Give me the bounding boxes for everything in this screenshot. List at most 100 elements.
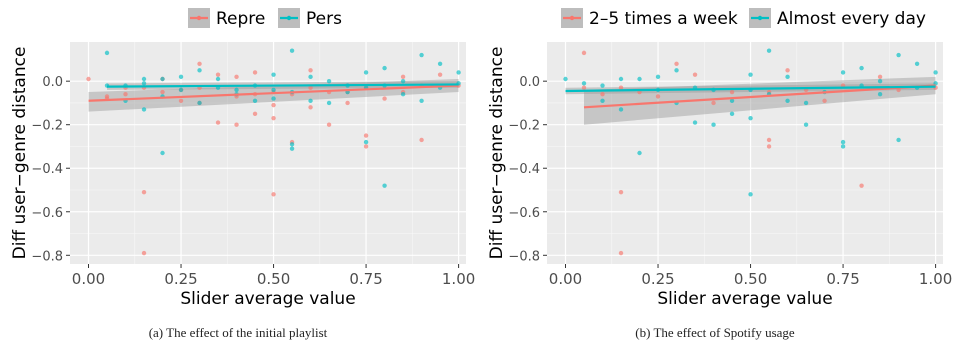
data-point-series-2 <box>400 78 406 84</box>
data-point-series-2 <box>896 137 901 143</box>
data-point-series-2 <box>563 76 568 82</box>
data-point-series-2 <box>234 87 239 93</box>
data-point-series-2 <box>674 68 679 73</box>
data-point-series-2 <box>437 61 443 66</box>
data-point-series-2 <box>729 98 735 103</box>
chart-a-svg: 0.00 0.25 0.50 0.75 1.00 0.0 −0.2 −0.4 −0.6 −0.8 S… <box>10 8 475 309</box>
data-point-series-1 <box>859 183 864 188</box>
y-tick-label: 0.0 <box>519 75 540 90</box>
legend-label-2: Almost every day <box>777 9 926 29</box>
data-point-series-2 <box>382 183 387 188</box>
data-point-series-2 <box>618 107 624 112</box>
data-point-series-2 <box>326 100 332 106</box>
y-tick-label: −0.6 <box>31 206 63 221</box>
data-point-series-2 <box>141 81 147 86</box>
x-tick-label: 0.75 <box>349 270 382 288</box>
regression-line-2 <box>107 83 459 88</box>
data-point-series-2 <box>271 72 276 77</box>
data-point-series-2 <box>748 115 753 121</box>
regression-line-1 <box>583 84 936 109</box>
data-point-series-2 <box>141 107 147 112</box>
data-point-series-1 <box>674 61 679 66</box>
legend-key-point-1 <box>569 15 575 21</box>
data-point-series-2 <box>803 122 809 127</box>
data-point-series-2 <box>400 92 406 97</box>
data-point-series-1 <box>252 70 258 75</box>
plot-background <box>547 42 943 264</box>
data-point-series-1 <box>178 98 184 103</box>
data-point-series-2 <box>859 65 864 71</box>
data-point-series-1 <box>308 68 313 73</box>
data-point-series-2 <box>363 139 369 145</box>
data-point-series-2 <box>581 81 587 86</box>
data-point-series-2 <box>160 150 165 156</box>
data-point-series-2 <box>271 87 276 93</box>
data-point-series-1 <box>419 137 424 143</box>
x-axis-title: Slider average value <box>657 289 832 309</box>
data-point-series-2 <box>877 78 883 84</box>
data-point-series-2 <box>896 52 901 58</box>
data-point-series-2 <box>141 76 147 82</box>
data-point-series-1 <box>86 76 91 82</box>
x-tick-label: 0.25 <box>641 270 674 288</box>
data-point-series-2 <box>729 111 735 117</box>
y-tick-label: −0.2 <box>31 119 63 134</box>
data-point-series-1 <box>215 72 221 77</box>
y-tick-label: −0.2 <box>508 119 540 134</box>
regression-line-2 <box>565 85 936 93</box>
x-tick-label: 0.50 <box>734 270 767 288</box>
data-point-series-1 <box>766 144 772 149</box>
data-point-series-1 <box>271 115 276 121</box>
data-point-series-2 <box>104 50 110 56</box>
data-point-series-2 <box>785 74 790 80</box>
y-axis-title: Diff user−genre distance <box>10 47 30 260</box>
data-point-series-1 <box>123 92 128 97</box>
data-point-series-1 <box>618 189 624 195</box>
data-point-series-2 <box>178 87 184 93</box>
x-tick-label: 1.00 <box>919 270 952 288</box>
chart-panel-a: 0.00 0.25 0.50 0.75 1.00 0.0 −0.2 −0.4 −0.6 −0.8 S… <box>0 0 476 351</box>
data-point-series-2 <box>289 48 295 53</box>
data-point-series-2 <box>933 81 938 86</box>
data-point-series-2 <box>877 92 883 97</box>
regression-line-1 <box>88 84 459 102</box>
legend-key-point-1 <box>196 15 202 21</box>
data-point-series-1 <box>655 94 661 99</box>
data-point-series-1 <box>252 111 258 117</box>
data-point-series-1 <box>729 89 735 95</box>
data-point-series-2 <box>178 74 184 80</box>
data-point-series-1 <box>160 89 165 95</box>
data-point-series-1 <box>141 250 147 256</box>
data-point-series-1 <box>785 68 790 73</box>
x-tick-label: 1.00 <box>442 270 475 288</box>
data-point-series-2 <box>600 83 605 88</box>
data-point-series-2 <box>326 78 332 84</box>
legend-key-point-2 <box>757 15 763 21</box>
data-point-series-1 <box>234 74 239 80</box>
data-point-series-1 <box>308 85 313 90</box>
data-point-series-1 <box>711 100 716 106</box>
data-point-series-1 <box>271 102 276 108</box>
data-point-series-1 <box>141 189 147 195</box>
data-point-series-2 <box>840 139 846 145</box>
data-point-series-1 <box>234 122 239 127</box>
data-point-series-1 <box>308 105 313 110</box>
data-point-series-2 <box>803 100 809 106</box>
caption-b: (b) The effect of Spotify usage <box>635 325 795 340</box>
data-point-series-1 <box>326 122 332 127</box>
data-point-series-1 <box>400 74 406 80</box>
data-point-series-1 <box>363 133 369 138</box>
y-axis-title: Diff user−genre distance <box>487 47 507 260</box>
x-axis-title: Slider average value <box>180 289 355 309</box>
y-tick-label: 0.0 <box>42 75 63 90</box>
data-point-series-2 <box>197 100 202 106</box>
data-point-series-1 <box>618 250 624 256</box>
data-point-series-2 <box>271 96 276 101</box>
data-point-series-2 <box>748 72 753 77</box>
y-tick-label: −0.8 <box>31 249 63 264</box>
y-tick-label: −0.4 <box>508 162 540 177</box>
data-point-series-2 <box>600 98 605 103</box>
y-tick-label: −0.4 <box>31 162 63 177</box>
data-point-series-2 <box>419 98 424 103</box>
data-point-series-2 <box>785 98 790 103</box>
